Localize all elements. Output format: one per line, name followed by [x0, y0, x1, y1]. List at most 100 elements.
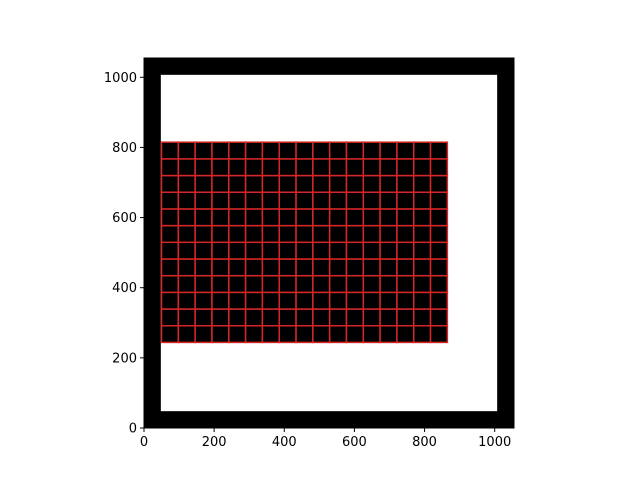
y-tick-label: 1000	[104, 71, 137, 86]
grid-cell	[345, 291, 365, 310]
grid-cell	[412, 158, 432, 177]
grid-cell	[160, 324, 180, 344]
grid-cell	[312, 141, 331, 160]
grid-cell	[295, 308, 314, 327]
grid-cell	[278, 324, 297, 344]
grid-cell	[362, 241, 381, 260]
grid-cell	[362, 224, 381, 244]
grid-cell	[312, 241, 331, 260]
grid-cell	[328, 141, 348, 160]
grid-cell	[228, 324, 247, 344]
grid-cell	[177, 241, 196, 260]
grid-cell	[345, 158, 365, 177]
x-tick-label: 800	[412, 435, 437, 450]
grid-cell	[379, 191, 398, 210]
grid-cell	[429, 258, 449, 277]
plot-area	[143, 57, 515, 429]
grid-cell	[261, 258, 280, 277]
grid-cell	[396, 224, 415, 244]
grid-cell	[328, 224, 348, 244]
grid-cell	[211, 258, 230, 277]
grid-cell	[429, 158, 449, 177]
grid-cell	[312, 191, 331, 210]
grid-cell	[278, 191, 297, 210]
grid-cell	[211, 324, 230, 344]
grid-cell	[345, 274, 365, 294]
grid-cell	[379, 324, 398, 344]
y-tick-label: 800	[112, 141, 137, 156]
grid-cell	[261, 174, 280, 193]
grid-cell	[160, 208, 180, 227]
grid-cell	[412, 258, 432, 277]
grid-cell	[362, 274, 381, 294]
grid-cell	[295, 158, 314, 177]
grid-cell	[194, 308, 213, 327]
grid-cell	[211, 241, 230, 260]
grid-cell	[345, 258, 365, 277]
grid-cell	[328, 174, 348, 193]
grid-cell	[261, 224, 280, 244]
grid-cell	[345, 174, 365, 193]
grid-cell	[278, 224, 297, 244]
grid-cell	[379, 308, 398, 327]
grid-cell	[412, 308, 432, 327]
grid-cell	[429, 274, 449, 294]
grid-cell	[328, 158, 348, 177]
grid-cell	[211, 208, 230, 227]
grid-cell	[396, 141, 415, 160]
grid-cell	[412, 274, 432, 294]
grid-cell	[312, 208, 331, 227]
grid-cell	[228, 258, 247, 277]
grid-cell	[278, 174, 297, 193]
grid-cell	[278, 208, 297, 227]
grid-cell	[177, 308, 196, 327]
grid-cell	[160, 224, 180, 244]
grid-cell	[211, 158, 230, 177]
grid-cell	[312, 324, 331, 344]
grid-cell	[295, 141, 314, 160]
grid-cell	[396, 158, 415, 177]
grid-cell	[228, 308, 247, 327]
grid-cell	[194, 158, 213, 177]
grid-cell	[328, 308, 348, 327]
y-tick-label: 200	[112, 351, 137, 366]
y-tick-label: 400	[112, 281, 137, 296]
grid-cell	[261, 158, 280, 177]
grid-cell	[228, 174, 247, 193]
grid-cell	[345, 224, 365, 244]
grid-cell	[328, 291, 348, 310]
grid-cell	[295, 191, 314, 210]
grid-cell	[295, 258, 314, 277]
grid-cell	[244, 258, 264, 277]
grid-cell	[379, 141, 398, 160]
grid-cell	[244, 274, 264, 294]
grid-cell	[396, 291, 415, 310]
grid-cell	[362, 174, 381, 193]
grid-cell	[295, 241, 314, 260]
y-tick-label: 600	[112, 211, 137, 226]
grid-cell	[177, 191, 196, 210]
grid-cell	[278, 158, 297, 177]
grid-cell	[211, 274, 230, 294]
y-tick-label: 0	[129, 422, 137, 437]
grid-cell	[278, 141, 297, 160]
grid-cell	[345, 241, 365, 260]
grid-cell	[362, 208, 381, 227]
grid-cell	[278, 258, 297, 277]
grid-cell	[412, 208, 432, 227]
grid-cell	[312, 274, 331, 294]
grid-cell	[244, 241, 264, 260]
grid-cell	[379, 208, 398, 227]
grid-cell	[396, 241, 415, 260]
grid-cell	[177, 208, 196, 227]
grid-cell	[177, 258, 196, 277]
grid-cell	[160, 308, 180, 327]
grid-cell	[362, 258, 381, 277]
grid-cell	[194, 224, 213, 244]
grid-cell	[244, 158, 264, 177]
grid-cell	[362, 308, 381, 327]
grid-cell	[228, 208, 247, 227]
grid-cell	[194, 208, 213, 227]
grid-cell	[362, 291, 381, 310]
grid-cell	[177, 224, 196, 244]
